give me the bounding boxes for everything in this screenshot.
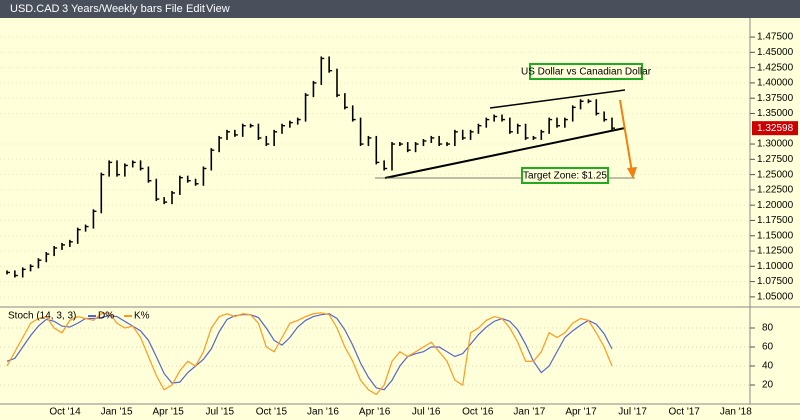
y-tick-label: 1.25000 [757,169,794,180]
last-price-label: 1.32598 [757,123,794,134]
x-tick-label: Jul '15 [206,407,235,418]
symbol[interactable]: USD.CAD [10,3,60,15]
y-tick-label: 1.30000 [757,139,794,150]
menu-item[interactable]: Edit [186,3,205,15]
y-tick-label: 1.47500 [757,32,794,43]
stoch-line [6,313,613,391]
period[interactable]: 3 Years/Weekly bars [62,3,163,15]
x-tick-label: Apr '15 [153,407,185,418]
y-tick-label: 1.17500 [757,215,794,226]
annotation-box [521,167,609,184]
annotation: Target Zone: $1.25 [523,171,607,182]
title-bar [0,0,800,18]
y-tick-label: 1.22500 [757,185,794,196]
y-tick-label: 1.15000 [757,230,794,241]
x-tick-label: Jan '18 [720,407,752,418]
x-tick-label: Jul '17 [618,407,647,418]
y-tick-label: 60 [762,342,774,353]
y-tick-label: 1.05000 [757,292,794,303]
indicator-title: Stoch (14, 3, 3) [8,311,76,322]
y-tick-label: 1.10000 [757,261,794,272]
legend-label: D% [98,311,114,322]
y-tick-label: 1.45000 [757,47,794,58]
y-tick-label: 1.35000 [757,108,794,119]
y-tick-label: 80 [762,323,774,334]
x-tick-label: Oct '15 [256,407,288,418]
y-tick-label: 20 [762,380,774,391]
stoch-line [6,312,613,396]
trendline [489,89,626,109]
arrow-head [627,167,637,179]
target-arrow [619,99,633,173]
menu-item[interactable]: View [206,3,230,15]
x-tick-label: Jan '15 [101,407,133,418]
x-tick-label: Apr '16 [359,407,391,418]
x-tick-label: Jul '16 [412,407,441,418]
menu-item[interactable]: File [165,3,183,15]
y-tick-label: 1.20000 [757,200,794,211]
y-tick-label: 1.37500 [757,93,794,104]
y-tick-label: 1.12500 [757,246,794,257]
x-tick-label: Oct '17 [669,407,701,418]
annotation-box [529,63,643,80]
legend-label: K% [134,311,150,322]
y-tick-label: 1.07500 [757,276,794,287]
annotation: US Dollar vs Canadian Dollar [521,67,652,78]
y-tick-label: 1.40000 [757,78,794,89]
x-tick-label: Apr '17 [565,407,597,418]
trendline [384,127,626,179]
y-tick-label: 1.42500 [757,62,794,73]
plot-bg [0,18,800,420]
x-tick-label: Jan '16 [307,407,339,418]
x-tick-label: Oct '16 [462,407,494,418]
last-price-box [752,121,798,136]
x-tick-label: Jan '17 [513,407,545,418]
y-tick-label: 1.27500 [757,154,794,165]
y-tick-label: 40 [762,361,774,372]
x-tick-label: Oct '14 [49,407,81,418]
